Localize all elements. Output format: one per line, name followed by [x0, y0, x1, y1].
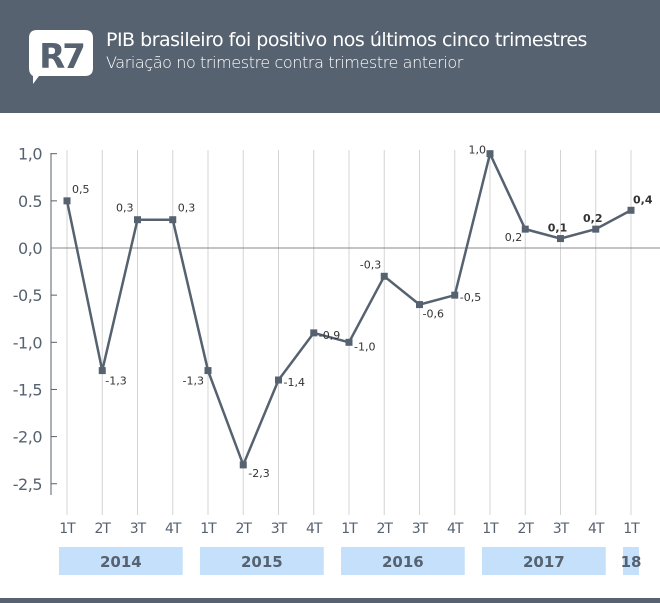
year-label: 2014	[100, 553, 142, 571]
data-label: 0,5	[72, 183, 90, 196]
x-tick-label: 2T	[518, 521, 535, 537]
x-tick-label: 1T	[59, 521, 76, 537]
data-label: -0,9	[319, 329, 340, 342]
x-tick-label: 2T	[95, 521, 112, 537]
footer-bar	[0, 598, 660, 603]
year-band	[482, 547, 606, 575]
data-label: -2,3	[248, 467, 269, 480]
data-point	[204, 367, 212, 375]
data-point	[310, 329, 318, 337]
data-label: 0,2	[583, 212, 603, 225]
y-tick-label: 0,0	[18, 239, 42, 258]
year-label: 2015	[241, 553, 283, 571]
data-point	[557, 235, 564, 243]
x-tick-label: 1T	[623, 521, 640, 537]
year-band	[59, 547, 183, 575]
y-tick-label: 0.5	[18, 192, 42, 211]
x-tick-label: 1T	[341, 521, 358, 537]
r7-logo: R7	[29, 30, 93, 84]
data-label: 1,0	[469, 144, 487, 157]
y-tick-label: -1,0	[13, 333, 43, 352]
data-label: 0,3	[178, 202, 196, 215]
data-point	[98, 367, 106, 375]
data-point	[521, 225, 529, 233]
x-tick-label: 1T	[200, 521, 217, 537]
data-label: -0,5	[460, 291, 481, 304]
data-label: -0,6	[423, 308, 444, 321]
chart-title: PIB brasileiro foi positivo nos últimos …	[106, 29, 587, 51]
data-point	[63, 197, 71, 205]
data-point	[169, 216, 177, 224]
year-label: 18	[621, 553, 642, 571]
data-point	[486, 150, 494, 158]
data-point	[416, 301, 423, 309]
x-tick-label: 3T	[130, 521, 147, 537]
data-label: -1,3	[183, 375, 204, 388]
x-tick-label: 4T	[165, 521, 182, 537]
y-tick-label: -2,5	[13, 475, 42, 494]
year-band	[341, 547, 465, 575]
year-label: 2017	[523, 553, 565, 571]
data-point	[380, 272, 388, 280]
x-tick-label: 3T	[271, 521, 288, 537]
data-point	[275, 376, 282, 384]
x-tick-label: 3T	[553, 521, 570, 537]
x-tick-label: 4T	[447, 521, 464, 537]
data-label: -1,0	[354, 340, 375, 353]
x-tick-label: 4T	[588, 521, 605, 537]
data-label: -1,4	[284, 376, 305, 389]
x-tick-label: 1T	[482, 521, 499, 537]
data-point	[134, 216, 141, 224]
data-label: 0,3	[116, 202, 134, 215]
y-tick-label: -1,5	[13, 380, 42, 399]
data-label: 0,2	[505, 231, 523, 244]
data-label: -0,3	[360, 258, 381, 271]
data-point	[239, 461, 247, 469]
data-point	[451, 291, 459, 299]
svg-text:R7: R7	[39, 37, 83, 77]
y-tick-label: 1,0	[18, 145, 42, 164]
x-tick-label: 4T	[306, 521, 323, 537]
year-label: 2016	[382, 553, 424, 571]
data-point	[627, 206, 635, 214]
header: R7 PIB brasileiro foi positivo nos últim…	[0, 0, 660, 113]
data-label: 0,4	[633, 193, 653, 206]
x-tick-label: 2T	[236, 521, 253, 537]
year-band	[200, 547, 324, 575]
y-tick-label: -0,5	[13, 286, 42, 305]
data-point	[345, 338, 353, 346]
y-tick-label: -2,0	[13, 428, 43, 447]
x-tick-label: 3T	[412, 521, 429, 537]
data-point	[592, 225, 600, 233]
data-label: -1,3	[105, 375, 126, 388]
data-label: 0,1	[548, 222, 568, 235]
chart-subtitle: Variação no trimestre contra trimestre a…	[106, 53, 463, 72]
x-tick-label: 2T	[377, 521, 394, 537]
year-band	[623, 547, 639, 575]
